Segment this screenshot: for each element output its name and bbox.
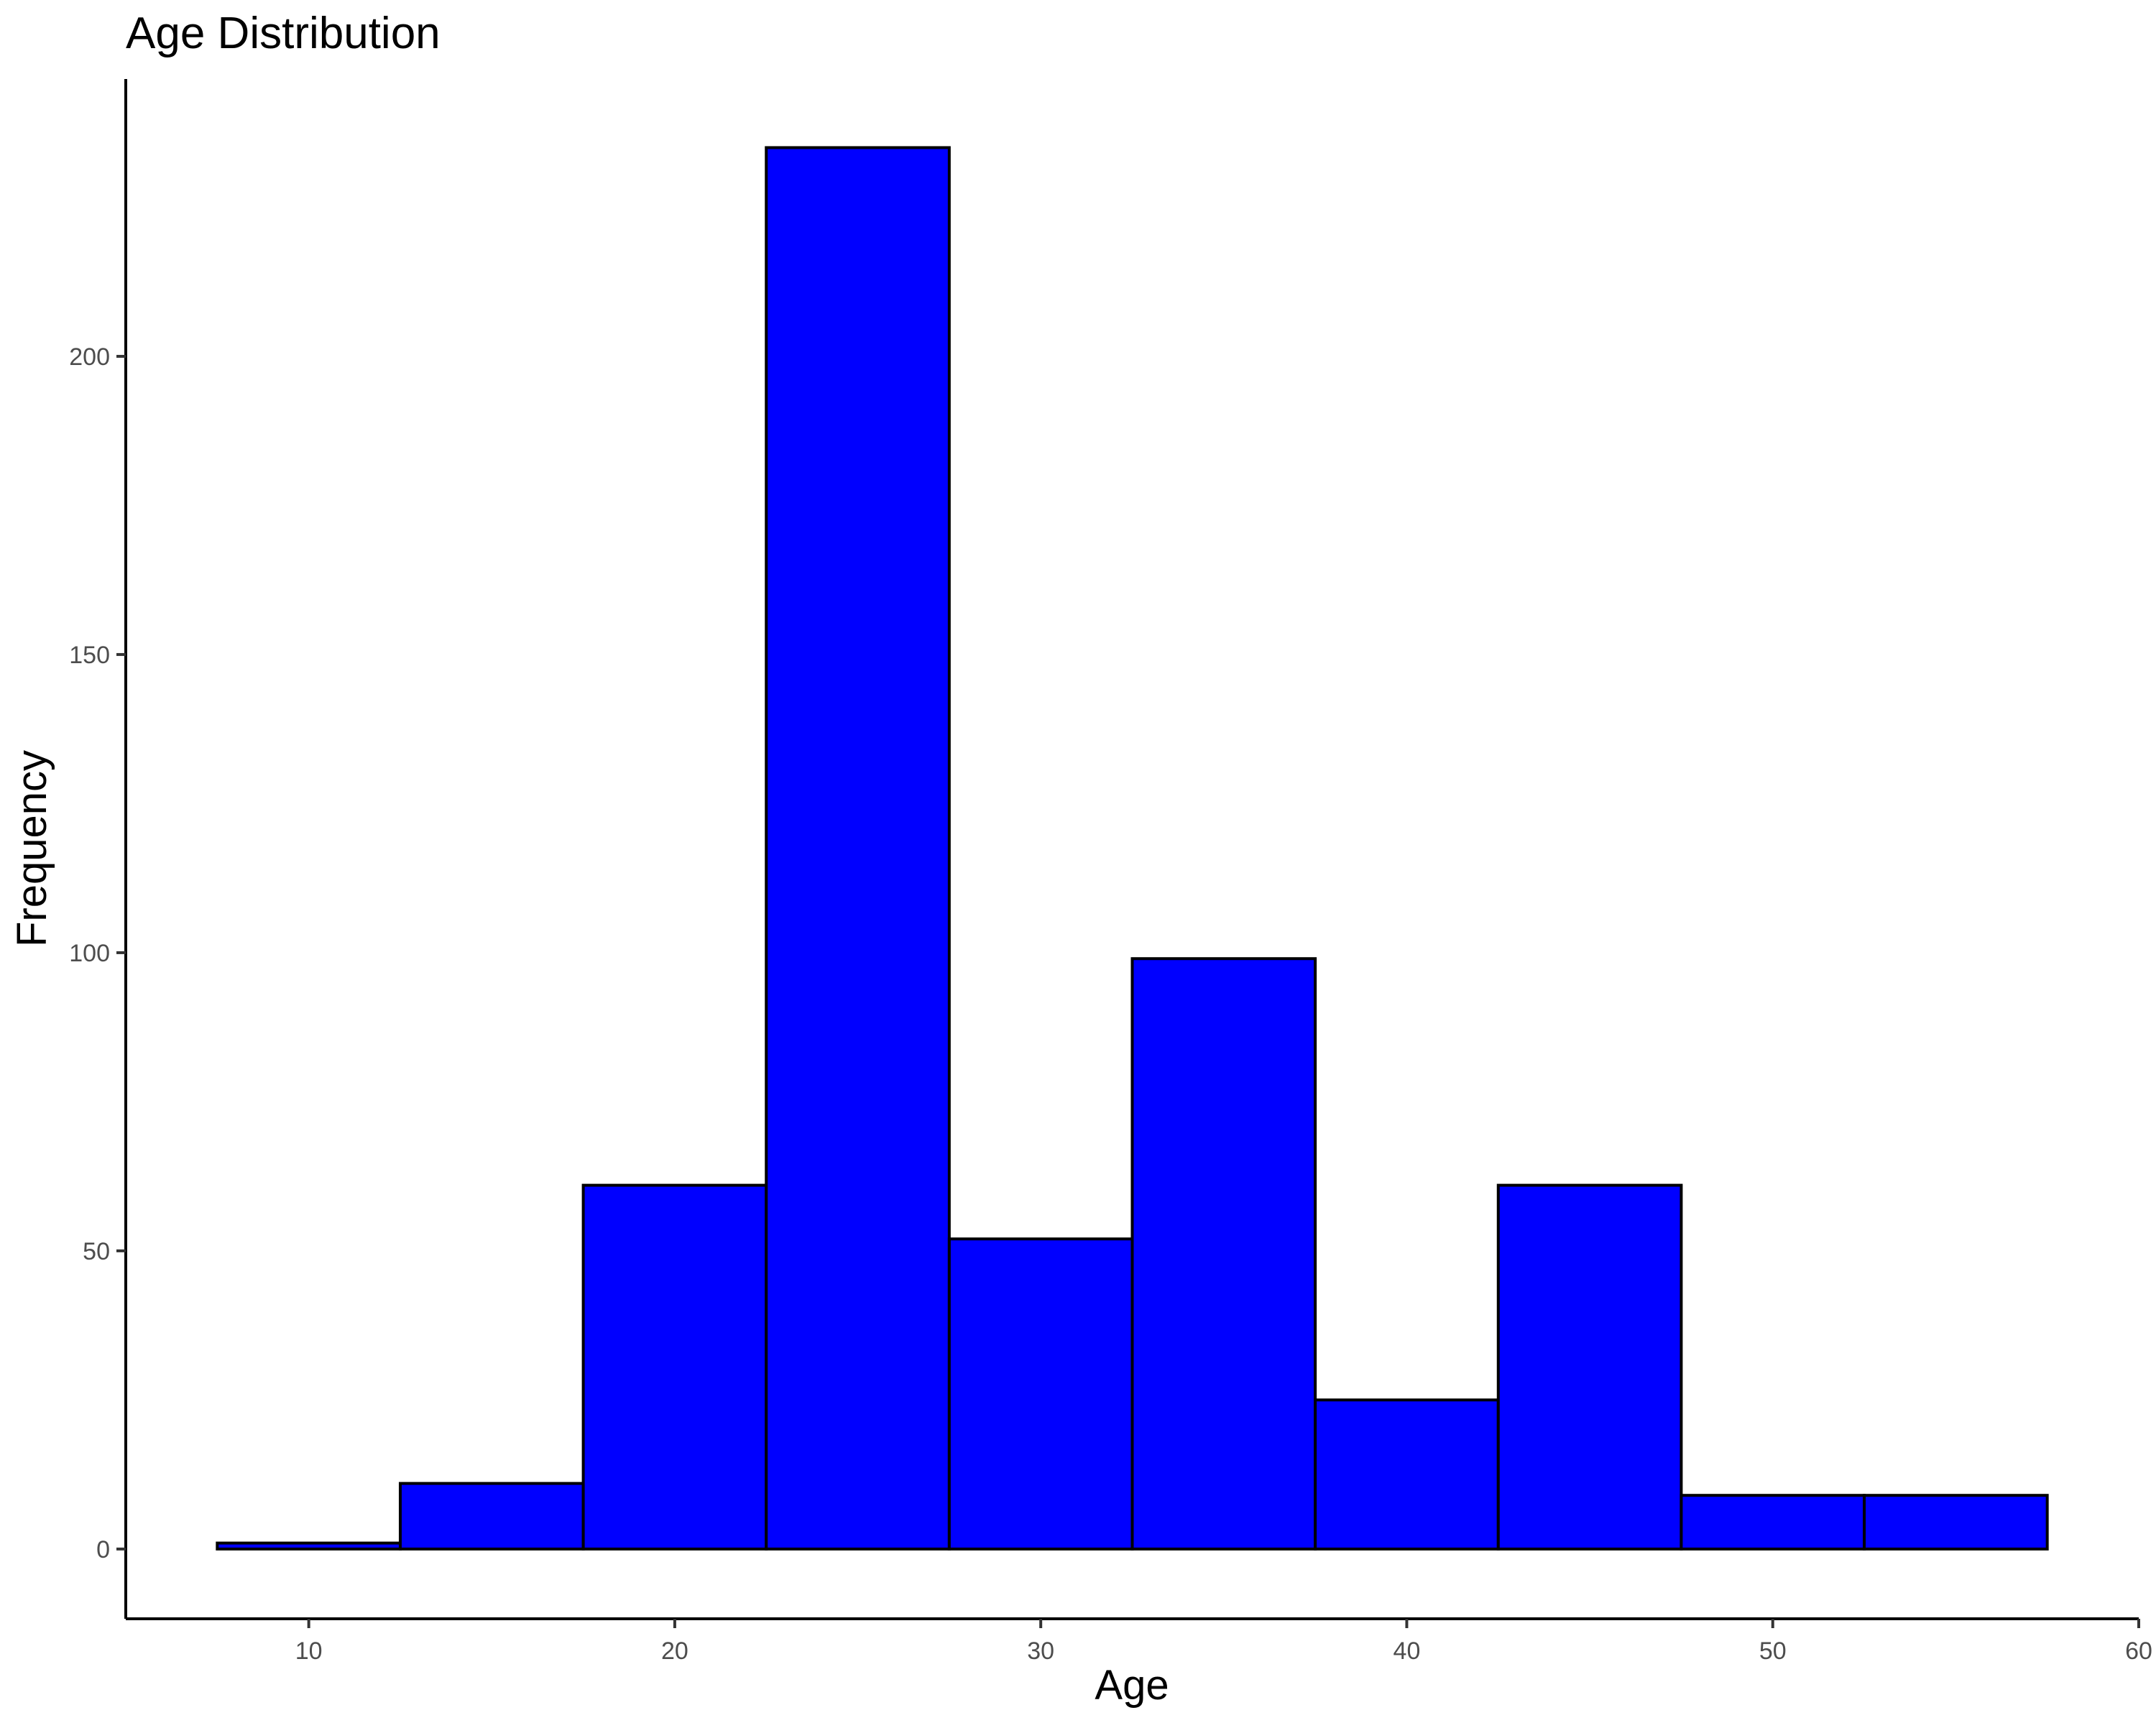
histogram-bar-0 (216, 1541, 402, 1551)
histogram-bar-3 (765, 146, 951, 1551)
histogram-bar-1 (398, 1482, 585, 1551)
x-tick-label-1: 20 (661, 1637, 688, 1665)
y-tick-label-4: 200 (69, 343, 110, 371)
axes-layer (124, 79, 2139, 1620)
bars-layer (216, 146, 2049, 1551)
y-tick-label-2: 100 (69, 940, 110, 967)
x-tick-label-2: 30 (1027, 1637, 1054, 1665)
y-axis-label: Frequency (9, 750, 55, 947)
histogram-bar-8 (1680, 1494, 1866, 1551)
x-tick-label-5: 60 (2125, 1637, 2152, 1665)
y-tick-label-1: 50 (83, 1238, 110, 1265)
x-tick-label-4: 50 (1759, 1637, 1787, 1665)
histogram-bar-7 (1496, 1183, 1683, 1551)
histogram-bar-9 (1863, 1494, 2049, 1551)
ticks-layer: 0 50 100 150 200 10 20 30 40 50 60 (69, 343, 2152, 1665)
histogram-bar-4 (947, 1237, 1134, 1551)
x-axis-label: Age (1095, 1662, 1169, 1709)
histogram-bar-5 (1130, 957, 1317, 1551)
x-tick-label-0: 10 (295, 1637, 323, 1665)
x-tick-label-3: 40 (1393, 1637, 1421, 1665)
y-tick-label-3: 150 (69, 642, 110, 669)
chart-title: Age Distribution (126, 9, 441, 58)
histogram-bar-2 (581, 1183, 768, 1551)
histogram-bar-6 (1314, 1398, 1500, 1551)
y-tick-label-0: 0 (96, 1536, 110, 1563)
